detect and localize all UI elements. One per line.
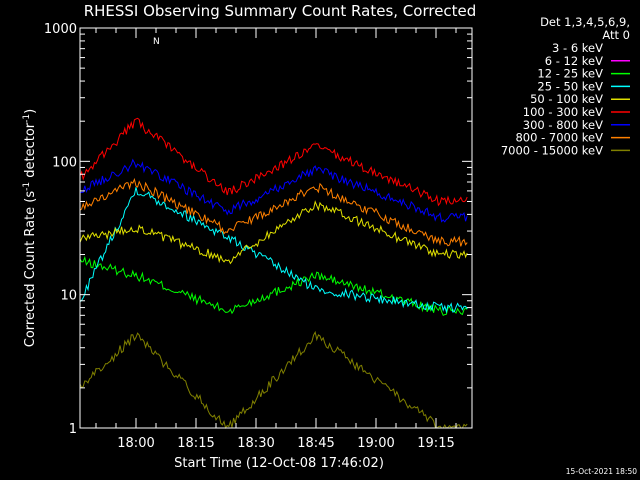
x-tick-label: 18:30 [237,436,274,451]
series-line [79,255,468,316]
y-tick-label: 10 [60,289,77,304]
x-tick-label: 18:00 [117,436,154,451]
series-line [79,187,468,314]
legend-label: 6 - 12 keV [545,54,603,68]
chart-title: RHESSI Observing Summary Count Rates, Co… [84,2,477,20]
series-line [79,200,468,265]
series-group [79,117,468,430]
y-tick-label: 1 [69,422,77,437]
series-line [79,330,468,430]
legend-label: 25 - 50 keV [537,79,603,93]
legend-label: 50 - 100 keV [530,92,603,106]
annotation-n: N [153,37,160,47]
legend-label: 800 - 7000 keV [515,131,603,145]
x-tick-label: 19:15 [417,436,454,451]
legend-label: 12 - 25 keV [537,67,603,81]
y-axis-label: Corrected Count Rate (s-1 detector-1) [22,109,38,347]
y-tick-label: 100 [52,155,77,170]
x-axis-label: Start Time (12-Oct-08 17:46:02) [174,456,384,471]
series-line [79,117,468,207]
legend-label: 100 - 300 keV [523,105,603,119]
legend-label: 7000 - 15000 keV [501,143,603,157]
series-line [79,177,468,247]
footer-timestamp: 15-Oct-2021 18:50 [566,467,637,476]
x-tick-label: 19:00 [357,436,394,451]
y-tick-label: 1000 [44,22,77,37]
x-tick-label: 18:15 [177,436,214,451]
axis-ticks: 1 10 100 1000 18:00 18:15 18:30 18:45 19:00 19:15 [44,22,472,451]
legend-label: 300 - 800 keV [523,118,603,132]
legend-header-line2: Att 0 [602,28,630,42]
series-line [79,158,468,223]
legend-label: 3 - 6 keV [552,41,603,55]
x-tick-label: 18:45 [297,436,334,451]
legend-header-line1: Det 1,3,4,5,6,9, [540,15,630,29]
